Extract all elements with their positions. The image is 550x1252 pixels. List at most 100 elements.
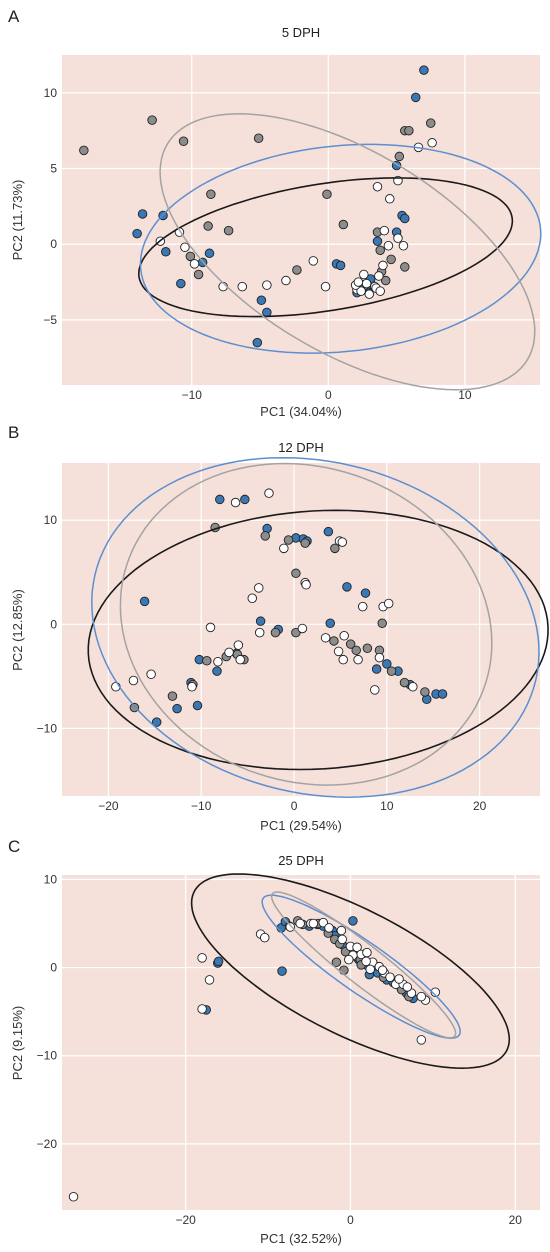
panel-c-x-axis-label: PC1 (32.52%) xyxy=(260,1231,342,1246)
panel-b-point-grey xyxy=(399,677,410,688)
panel-b-point-white xyxy=(338,654,348,665)
panel-c-point-white xyxy=(259,932,270,943)
panel-a-point-white xyxy=(320,281,331,292)
panel-a-point-grey xyxy=(394,151,405,162)
panel-b-x-tick-label: 10 xyxy=(380,799,394,813)
panel-c-x-tick-label: −20 xyxy=(175,1213,196,1227)
panel-c-ellipses xyxy=(190,873,511,1070)
panel-c-y-tick-label: −20 xyxy=(37,1137,58,1151)
panel-c-point-blue xyxy=(213,956,224,967)
panel-c-point-white xyxy=(197,953,207,963)
panel-b-point-blue xyxy=(437,689,448,699)
panel-a-y-axis-label: PC2 (11.73%) xyxy=(10,180,25,261)
panel-a-point-blue xyxy=(372,236,383,246)
panel-b-point-blue xyxy=(325,618,335,629)
panel-b-point-white xyxy=(337,537,348,547)
panel-b-point-white xyxy=(297,623,308,634)
panel-b-point-blue xyxy=(382,659,392,669)
panel-b-point-white xyxy=(230,497,241,508)
panel-a-point-grey xyxy=(404,125,414,136)
panel-b-point-grey xyxy=(260,531,271,541)
panel-b-point-grey xyxy=(386,666,397,676)
panel-a-point-white xyxy=(361,278,372,289)
panel-b-x-tick-label: 0 xyxy=(291,799,298,813)
panel-b-point-blue xyxy=(192,700,203,711)
panel-c-point-white xyxy=(394,974,404,984)
panel-a-point-grey xyxy=(223,225,234,236)
panel-a-point-grey xyxy=(292,265,302,275)
panel-b-point-blue xyxy=(360,588,371,598)
panel-b-point-blue xyxy=(255,616,266,626)
panel-a-point-grey xyxy=(338,219,349,230)
panel-a-point-white xyxy=(393,233,403,243)
panel-b-point-white xyxy=(233,640,244,650)
panel-a-point-white xyxy=(379,225,390,236)
panel-b-point-white xyxy=(213,657,223,667)
panel-c-ellipse-black xyxy=(190,873,511,1070)
panel-a-point-white xyxy=(398,240,409,251)
panel-a-point-white xyxy=(262,280,272,290)
panel-c-x-tick-label: 20 xyxy=(509,1213,523,1227)
panel-b-point-blue xyxy=(323,526,334,537)
panel-b-point-white xyxy=(254,627,265,638)
panel-b-point-grey xyxy=(291,568,301,579)
panel-c-point-white xyxy=(68,1192,79,1202)
panel-b-point-grey xyxy=(202,655,212,666)
panel-a-point-blue xyxy=(204,248,215,259)
panel-a-point-white xyxy=(237,281,248,292)
panel-b-ellipse-blue xyxy=(91,456,540,798)
panel-b-point-grey xyxy=(377,618,387,629)
panel-b-y-ticks: −10 0 10 xyxy=(37,513,58,735)
panel-a-ellipses xyxy=(137,113,542,391)
panel-c-point-white xyxy=(385,972,395,983)
panel-c-x-tick-label: 0 xyxy=(347,1213,354,1227)
panel-b-point-white xyxy=(235,654,245,665)
panel-c-y-axis-label: PC2 (9.15%) xyxy=(10,1006,25,1080)
panel-c-y-tick-label: 0 xyxy=(50,961,57,975)
panel-a-label: A xyxy=(8,7,20,26)
panel-b-label: B xyxy=(8,423,19,442)
panel-c-title: 25 DPH xyxy=(278,853,324,868)
panel-b-point-blue xyxy=(172,703,182,714)
panel-a-point-blue xyxy=(132,228,142,239)
panel-b-point-white xyxy=(205,622,216,633)
panel-c-point-white xyxy=(361,956,371,967)
panel-b-point-blue xyxy=(212,666,222,676)
panel-c-label: C xyxy=(8,837,20,856)
panel-b-point-white xyxy=(128,675,139,686)
panel-a-point-white xyxy=(353,277,364,287)
panel-a-point-blue xyxy=(161,247,171,257)
panel-c-ellipse-grey xyxy=(270,891,457,1039)
panel-b-point-blue xyxy=(342,582,352,592)
panel-b-point-grey xyxy=(129,702,140,713)
panel-c-point-blue xyxy=(277,966,287,976)
panel-b-point-grey xyxy=(330,543,340,554)
panel-b-point-grey xyxy=(283,535,294,545)
panel-a-point-white xyxy=(359,269,369,280)
panel-a-point-white xyxy=(308,256,319,266)
panel-b-y-tick-label: −10 xyxy=(37,721,58,735)
panel-c-point-white xyxy=(344,954,354,965)
panel-b-x-ticks: −20 −10 0 10 20 xyxy=(98,799,486,813)
panel-b-point-blue xyxy=(215,494,225,505)
panel-a-y-tick-label: −5 xyxy=(43,313,57,327)
panel-b-point-white xyxy=(370,685,380,695)
panel-a-point-white xyxy=(378,260,388,271)
panel-a-point-white xyxy=(383,240,394,251)
panel-c-point-white xyxy=(197,1004,207,1014)
panel-a-point-grey xyxy=(147,115,157,125)
panel-a-point-grey xyxy=(206,189,216,200)
panel-b-title: 12 DPH xyxy=(278,440,324,455)
panel-c-point-white xyxy=(352,942,362,953)
panel-b-point-white xyxy=(187,681,197,692)
panel-b-point-white xyxy=(408,681,418,692)
panel-a-point-white xyxy=(427,138,437,148)
panel-c-point-grey xyxy=(339,965,349,975)
panel-b-ellipse-black xyxy=(87,509,549,771)
panel-c: C 25 DPH −20 0 20 −20 −10 0 10 PC1 (32.52%) P… xyxy=(8,837,540,1246)
panel-a-point-blue xyxy=(419,65,429,75)
panel-b-point-white xyxy=(146,669,156,679)
panel-a-point-grey xyxy=(380,275,391,286)
panel-a-point-white xyxy=(364,289,375,299)
